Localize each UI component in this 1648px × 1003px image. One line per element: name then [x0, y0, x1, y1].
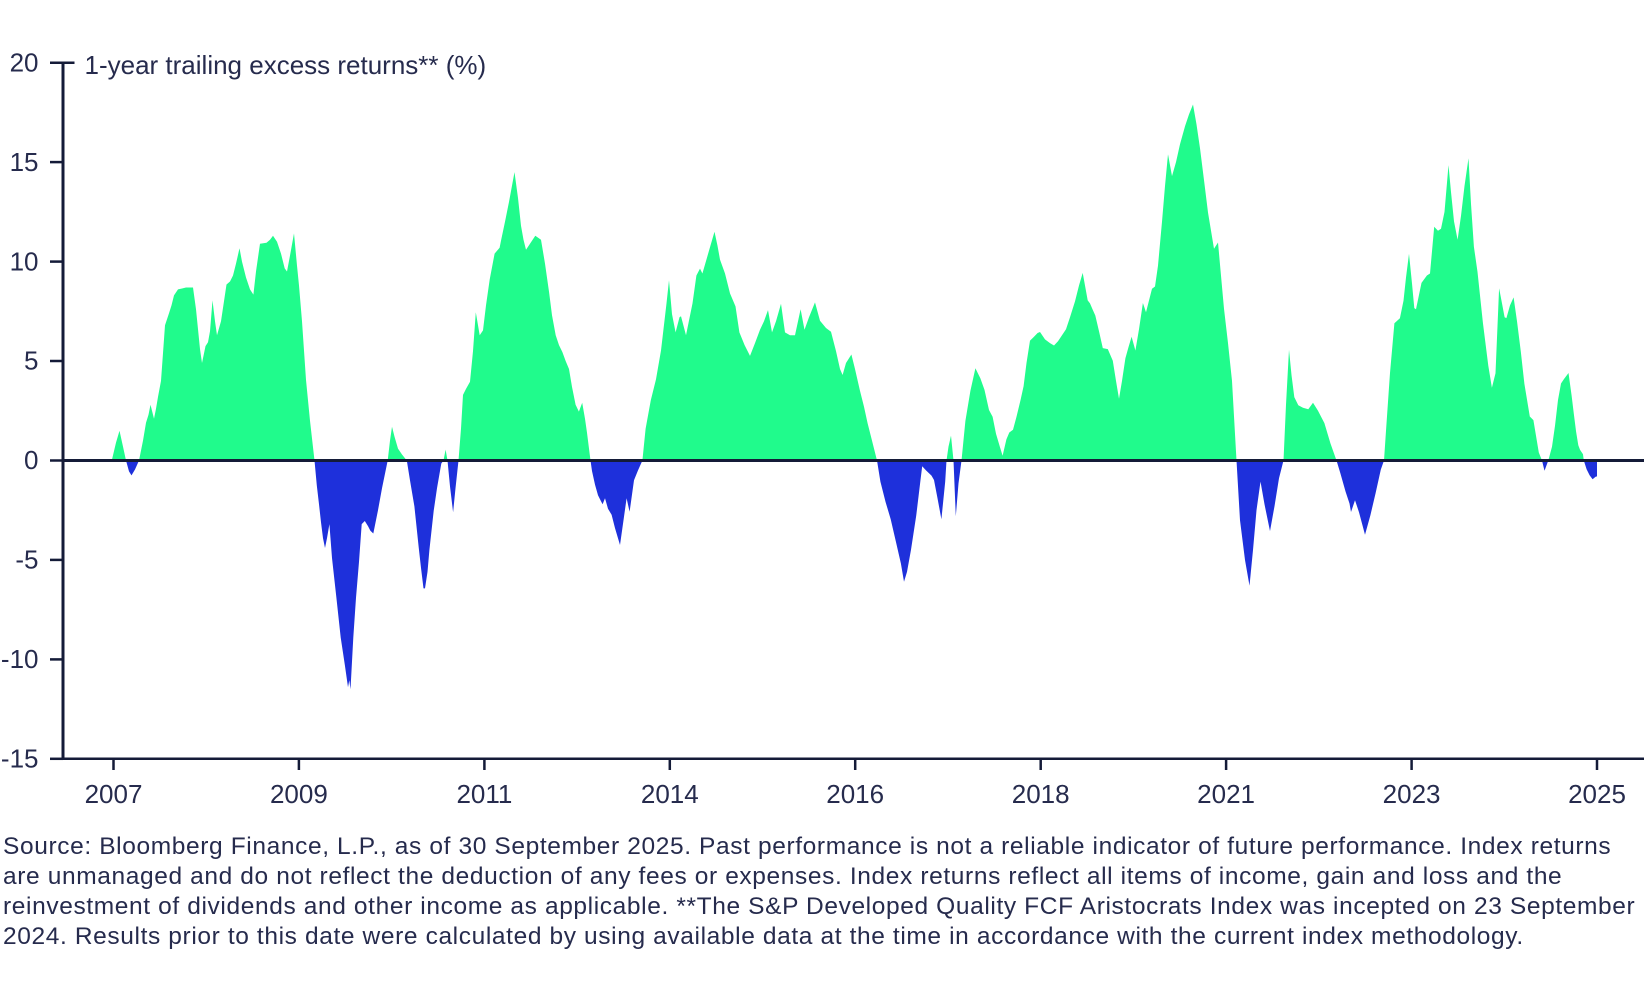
svg-text:1-year trailing excess returns: 1-year trailing excess returns** (%) — [85, 50, 487, 80]
svg-text:5: 5 — [24, 346, 38, 376]
svg-text:20: 20 — [10, 47, 39, 77]
svg-text:2018: 2018 — [1012, 779, 1070, 809]
svg-text:2025: 2025 — [1568, 779, 1626, 809]
svg-text:0: 0 — [24, 445, 38, 475]
svg-text:2011: 2011 — [456, 779, 512, 809]
svg-text:2021: 2021 — [1197, 779, 1255, 809]
svg-text:10: 10 — [10, 246, 39, 276]
svg-text:15: 15 — [10, 147, 39, 177]
svg-text:-15: -15 — [1, 744, 39, 774]
svg-text:-10: -10 — [1, 644, 39, 674]
svg-text:2007: 2007 — [85, 779, 143, 809]
svg-text:2023: 2023 — [1383, 779, 1441, 809]
svg-text:2014: 2014 — [641, 779, 699, 809]
svg-text:-5: -5 — [15, 545, 38, 575]
svg-text:2009: 2009 — [270, 779, 328, 809]
svg-text:2016: 2016 — [826, 779, 884, 809]
